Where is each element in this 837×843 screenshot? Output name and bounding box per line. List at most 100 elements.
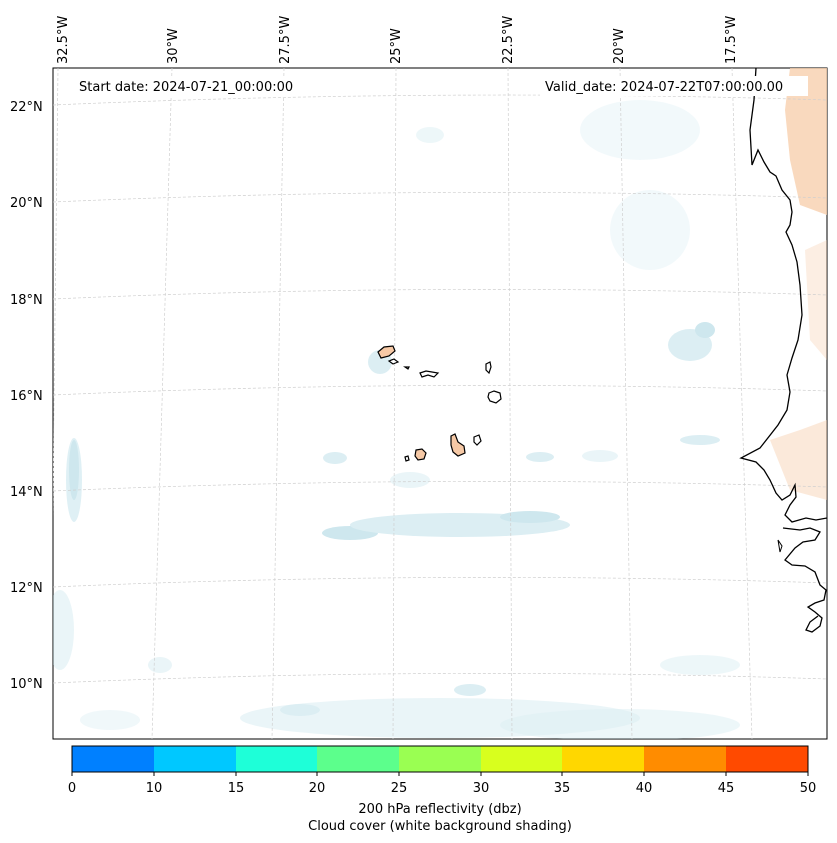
- colorbar-tick-label: 20: [309, 781, 326, 796]
- valid-date-label: Valid_date: 2024-07-22T07:00:00.00: [545, 80, 783, 95]
- colorbar: 0 10 15 20 25 30 35 40 45 50 200 hPa ref…: [68, 745, 816, 834]
- island-maio: [473, 434, 482, 446]
- colorbar-label: 200 hPa reflectivity (dbz): [358, 802, 521, 817]
- colorbar-segment: [644, 746, 726, 772]
- parallel-line: [53, 192, 827, 203]
- parallel-line: [53, 577, 827, 588]
- lon-label: 22.5°W: [501, 16, 516, 64]
- cloud-patch: [660, 655, 740, 675]
- meridian-line: [731, 68, 753, 739]
- cloud-patch: [80, 710, 140, 730]
- map-content: [53, 68, 827, 739]
- colorbar-segment: [154, 746, 236, 772]
- island-brava: [404, 455, 410, 462]
- lat-label: 18°N: [10, 293, 43, 308]
- parallel-line: [53, 481, 827, 492]
- meridian-line: [151, 68, 173, 739]
- cloud-patch: [148, 657, 172, 673]
- island-sal: [485, 361, 492, 375]
- cloud-patch: [323, 452, 347, 464]
- island-santa-luzia: [403, 366, 410, 370]
- cloud-patch: [500, 511, 560, 523]
- lat-label: 22°N: [10, 100, 43, 115]
- meridian-line: [507, 68, 513, 739]
- colorbar-sublabel: Cloud cover (white background shading): [308, 819, 572, 834]
- colorbar-tick-label: 45: [718, 781, 735, 796]
- colorbar-segment: [72, 746, 154, 772]
- land-warm-patch: [770, 420, 827, 500]
- africa-coastline: [739, 68, 827, 523]
- latitude-labels: 22°N 20°N 18°N 16°N 14°N 12°N 10°N: [10, 100, 43, 692]
- colorbar-tick-label: 50: [800, 781, 817, 796]
- parallel-line: [53, 385, 827, 396]
- colorbar-segment: [399, 746, 481, 772]
- valid-date-box: [540, 76, 808, 96]
- lon-label: 25°W: [389, 28, 404, 64]
- colorbar-segment: [236, 746, 317, 772]
- cloud-patch: [240, 698, 640, 738]
- cloud-patch: [500, 709, 740, 739]
- island-sao-nicolau: [419, 370, 440, 378]
- lat-label: 14°N: [10, 485, 43, 500]
- colorbar-tick-labels: 0 10 15 20 25 30 35 40 45 50: [68, 781, 816, 796]
- colorbar-tick-marks: [71, 772, 809, 776]
- island-santo-antao: [377, 345, 396, 359]
- parallel-line: [53, 94, 827, 106]
- island-sao-vicente: [387, 358, 400, 365]
- graticule: [53, 68, 827, 739]
- island-fogo: [414, 448, 427, 461]
- meridian-line: [53, 68, 59, 517]
- cloud-patch: [610, 190, 690, 270]
- cloud-cover-layer: [53, 100, 740, 739]
- cloud-patch: [580, 100, 700, 160]
- colorbar-segment: [726, 746, 808, 772]
- start-date-label: Start date: 2024-07-21_00:00:00: [79, 80, 293, 95]
- cloud-patch: [53, 590, 74, 670]
- cloud-patch: [526, 452, 554, 462]
- meridian-line: [619, 68, 633, 739]
- parallel-line: [53, 289, 827, 300]
- cloud-patch: [680, 435, 720, 445]
- lat-label: 10°N: [10, 677, 43, 692]
- map-frame: [52, 67, 828, 740]
- lon-label: 20°W: [612, 28, 627, 64]
- colorbar-segment: [317, 746, 399, 772]
- cloud-patch: [454, 684, 486, 696]
- bijagos-islands: [777, 539, 783, 553]
- cloud-patch: [280, 704, 320, 716]
- meridian-line: [271, 68, 285, 739]
- island-santiago: [450, 433, 466, 457]
- start-date-box: [73, 76, 311, 96]
- colorbar-outline: [71, 745, 809, 773]
- colorbar-tick-label: 35: [554, 781, 571, 796]
- lon-label: 27.5°W: [278, 16, 293, 64]
- cape-verde-islands: [377, 345, 502, 462]
- lon-label: 32.5°W: [56, 16, 71, 64]
- colorbar-segment: [481, 746, 562, 772]
- cloud-patch: [582, 450, 618, 462]
- colorbar-segment: [562, 746, 644, 772]
- cloud-patch: [390, 472, 430, 488]
- colorbar-tick-label: 0: [68, 781, 76, 796]
- colorbar-tick-label: 40: [636, 781, 653, 796]
- land-warm-layer: [770, 68, 827, 500]
- meridian-line: [392, 68, 397, 739]
- lat-label: 16°N: [10, 389, 43, 404]
- longitude-labels: 32.5°W 30°W 27.5°W 25°W 22.5°W 20°W 17.5…: [56, 16, 739, 64]
- cloud-patch: [416, 127, 444, 143]
- lon-label: 17.5°W: [724, 16, 739, 64]
- cloud-patch: [69, 440, 79, 500]
- parallel-line: [53, 673, 827, 684]
- guinea-coastline: [782, 527, 827, 633]
- land-warm-patch: [785, 68, 827, 215]
- island-boa-vista: [487, 390, 502, 404]
- colorbar-tick-label: 15: [228, 781, 245, 796]
- colorbar-tick-label: 10: [146, 781, 163, 796]
- lon-label: 30°W: [166, 28, 181, 64]
- colorbar-tick-label: 30: [473, 781, 490, 796]
- land-warm-patch: [805, 240, 827, 360]
- lat-label: 20°N: [10, 196, 43, 211]
- colorbar-tick-label: 25: [391, 781, 408, 796]
- cloud-patch: [695, 322, 715, 338]
